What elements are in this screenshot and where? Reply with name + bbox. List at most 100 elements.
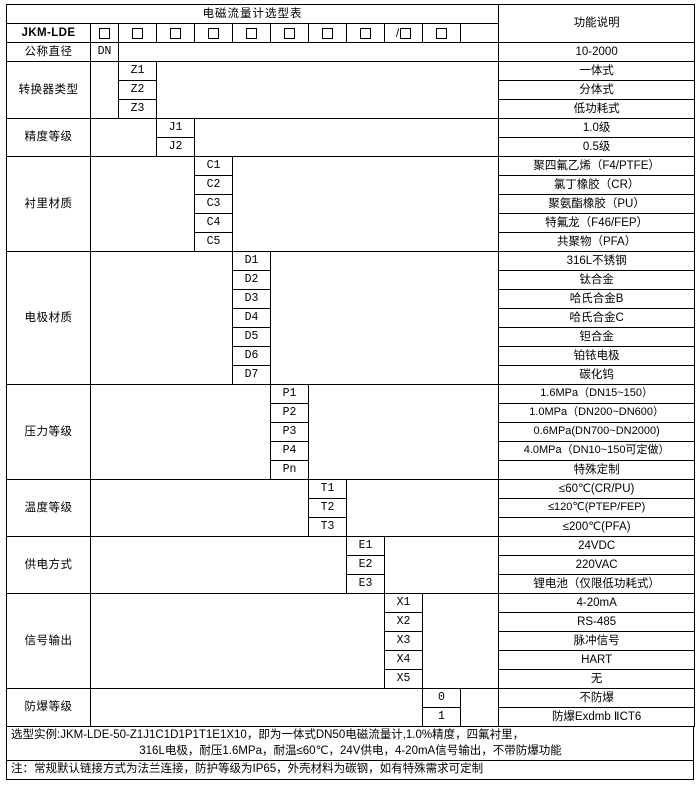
option-code[interactable]: D7 [232,365,271,385]
checkbox-cell-5[interactable] [232,23,271,43]
option-code[interactable]: D3 [232,289,271,309]
option-description: 1.0MPa（DN200~DN600） [498,403,696,423]
option-code[interactable]: P4 [270,441,309,461]
section-label: 衬里材质 [6,156,91,252]
option-code[interactable]: P3 [270,422,309,442]
section-label: 精度等级 [6,118,91,157]
option-description: 一体式 [498,61,696,81]
option-code[interactable]: X4 [384,650,423,670]
checkbox-icon[interactable] [246,27,257,39]
option-code[interactable]: D1 [232,251,271,271]
option-code[interactable]: X5 [384,669,423,689]
option-code[interactable]: T1 [308,479,347,499]
option-code[interactable]: 0 [422,688,461,708]
footer-example-line2: 316L电极，耐压1.6MPa，耐温≤60℃，24V供电，4-20mA信号输出，… [139,744,562,757]
option-description: 钛合金 [498,270,696,290]
table-row: 供电方式 E1 24VDC [6,536,696,594]
option-code[interactable]: D6 [232,346,271,366]
table-row: 衬里材质 C1 聚四氟乙烯（F4/PTFE） [6,156,696,252]
option-code[interactable]: D4 [232,308,271,328]
checkbox-cell-10[interactable] [422,23,461,43]
table-row: 信号输出 X1 4-20mA [6,593,696,689]
blank-right [155,61,500,119]
table-body: 电磁流量计选型表 功能说明 JKM-LDE / 公称直径 DN 10-2000 转换器类型 Z1… [5,4,696,727]
option-code[interactable]: E3 [346,574,385,594]
section-label: 供电方式 [6,536,91,594]
footer-example-line1: 选型实例:JKM-LDE-50-Z1J1C1D1P1T1E1X10，即为一体式D… [11,729,525,741]
option-description: 10-2000 [498,42,696,62]
blank-right [383,536,500,594]
checkbox-cell-3[interactable] [156,23,195,43]
section-label: 电极材质 [6,251,91,385]
blank-right [459,688,500,727]
blank-left [90,251,233,385]
checkbox-cell-2[interactable] [118,23,157,43]
option-code[interactable]: Z3 [118,99,157,119]
checkbox-icon[interactable] [322,27,333,39]
option-code[interactable]: T3 [308,517,347,537]
checkbox-icon[interactable] [208,27,219,39]
option-code[interactable]: X2 [384,612,423,632]
dn-code[interactable]: DN [90,42,119,62]
option-code[interactable]: C1 [194,156,233,176]
option-description: 1.6MPa（DN15~150） [498,384,696,404]
option-code[interactable]: P2 [270,403,309,423]
option-code[interactable]: D2 [232,270,271,290]
checkbox-cell-8[interactable] [346,23,385,43]
option-code[interactable]: C2 [194,175,233,195]
option-code[interactable]: C3 [194,194,233,214]
checkbox-icon[interactable] [360,27,371,39]
blank-left [90,118,157,157]
checkbox-cell-6[interactable] [270,23,309,43]
blank-right [231,156,500,252]
option-description: 聚四氟乙烯（F4/PTFE） [498,156,696,176]
title-row: 电磁流量计选型表 功能说明 [5,4,696,43]
option-code[interactable]: E1 [346,536,385,556]
option-code[interactable]: 1 [422,707,461,727]
option-code[interactable]: Z1 [118,61,157,81]
option-description: 低功耗式 [498,99,696,119]
option-description: HART [498,650,696,670]
option-description: 锂电池（仅限低功耗式） [498,574,696,594]
checkbox-icon[interactable] [170,27,181,39]
checkbox-cell-4[interactable] [194,23,233,43]
blank-left [90,61,119,119]
option-description: 0.5级 [498,137,696,157]
option-description: 4-20mA [498,593,696,613]
table-row: 精度等级 J1 1.0级 [6,118,696,157]
option-code[interactable]: X3 [384,631,423,651]
blank-right [193,118,500,157]
section-label: 压力等级 [6,384,91,480]
table-row: C3 聚氨酯橡胶（PU） [7,194,696,214]
option-code[interactable]: P1 [270,384,309,404]
checkbox-icon[interactable] [436,27,447,39]
blank-right [307,384,500,480]
checkbox-icon[interactable] [284,27,295,39]
option-code[interactable]: C4 [194,213,233,233]
option-description: ≤200℃(PFA) [498,517,696,537]
table-row: 压力等级 P1 1.6MPa（DN15~150） [6,384,696,480]
option-code[interactable]: C5 [194,232,233,252]
option-description: 哈氏合金B [498,289,696,309]
option-description: 聚氨酯橡胶（PU） [498,194,696,214]
option-code[interactable]: Pn [270,460,309,480]
option-code[interactable]: X1 [384,593,423,613]
function-description-header: 功能说明 [498,4,696,43]
option-code[interactable]: D5 [232,327,271,347]
table-row: 温度等级 T1 ≤60℃(CR/PU) [6,479,696,537]
option-description: 无 [498,669,696,689]
option-code[interactable]: J1 [156,118,195,138]
option-code[interactable]: Z2 [118,80,157,100]
checkbox-icon[interactable] [132,27,143,39]
checkbox-cell-7[interactable] [308,23,347,43]
option-code[interactable]: E2 [346,555,385,575]
option-description: ≤120℃(PTEP/FEP) [498,498,696,518]
checkbox-cell-1[interactable] [90,23,119,43]
option-description: 氯丁橡胶（CR） [498,175,696,195]
table-row: 转换器类型 Z1 一体式 [6,61,696,119]
option-code[interactable]: T2 [308,498,347,518]
checkbox-icon[interactable] [400,27,412,39]
checkbox-icon[interactable] [99,27,110,39]
checkbox-cell-9[interactable]: / [384,23,423,43]
option-code[interactable]: J2 [156,137,195,157]
